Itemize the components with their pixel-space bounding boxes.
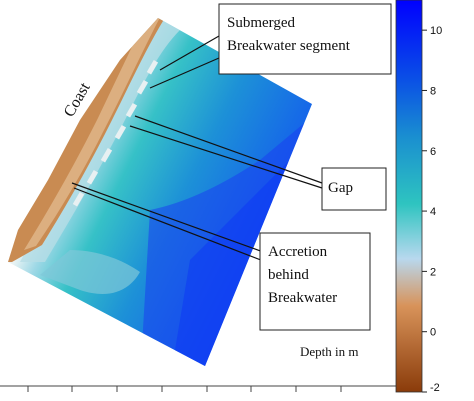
bottom-axis (0, 385, 396, 392)
colorbar-tick-label: 8 (430, 85, 436, 97)
gap-label: Gap (328, 180, 353, 196)
accretion-label-line1: Accretion (268, 244, 328, 260)
colorbar-ticks: 10 8 6 4 2 0 -2 (422, 25, 442, 394)
leader-lines (71, 35, 323, 263)
colorbar-tick-label: 2 (430, 266, 436, 278)
colorbar-tick-label: -2 (430, 382, 440, 394)
colorbar-tick-label: 10 (430, 25, 442, 37)
submerged-label-line2: Breakwater segment (227, 38, 351, 54)
submerged-label-line1: Submerged (227, 15, 296, 31)
colorbar (395, 0, 423, 393)
colorbar-tick-label: 6 (430, 146, 436, 158)
accretion-label-line2: behind (268, 267, 309, 283)
colorbar-tick-label: 0 (430, 327, 436, 339)
accretion-label-line3: Breakwater (268, 290, 337, 306)
depth-label: Depth in m (300, 344, 359, 359)
callout-submerged: Submerged Breakwater segment (218, 3, 392, 75)
callout-gap: Gap (321, 167, 387, 211)
colorbar-tick-label: 4 (430, 206, 436, 218)
callout-accretion: Accretion behind Breakwater (259, 232, 371, 331)
